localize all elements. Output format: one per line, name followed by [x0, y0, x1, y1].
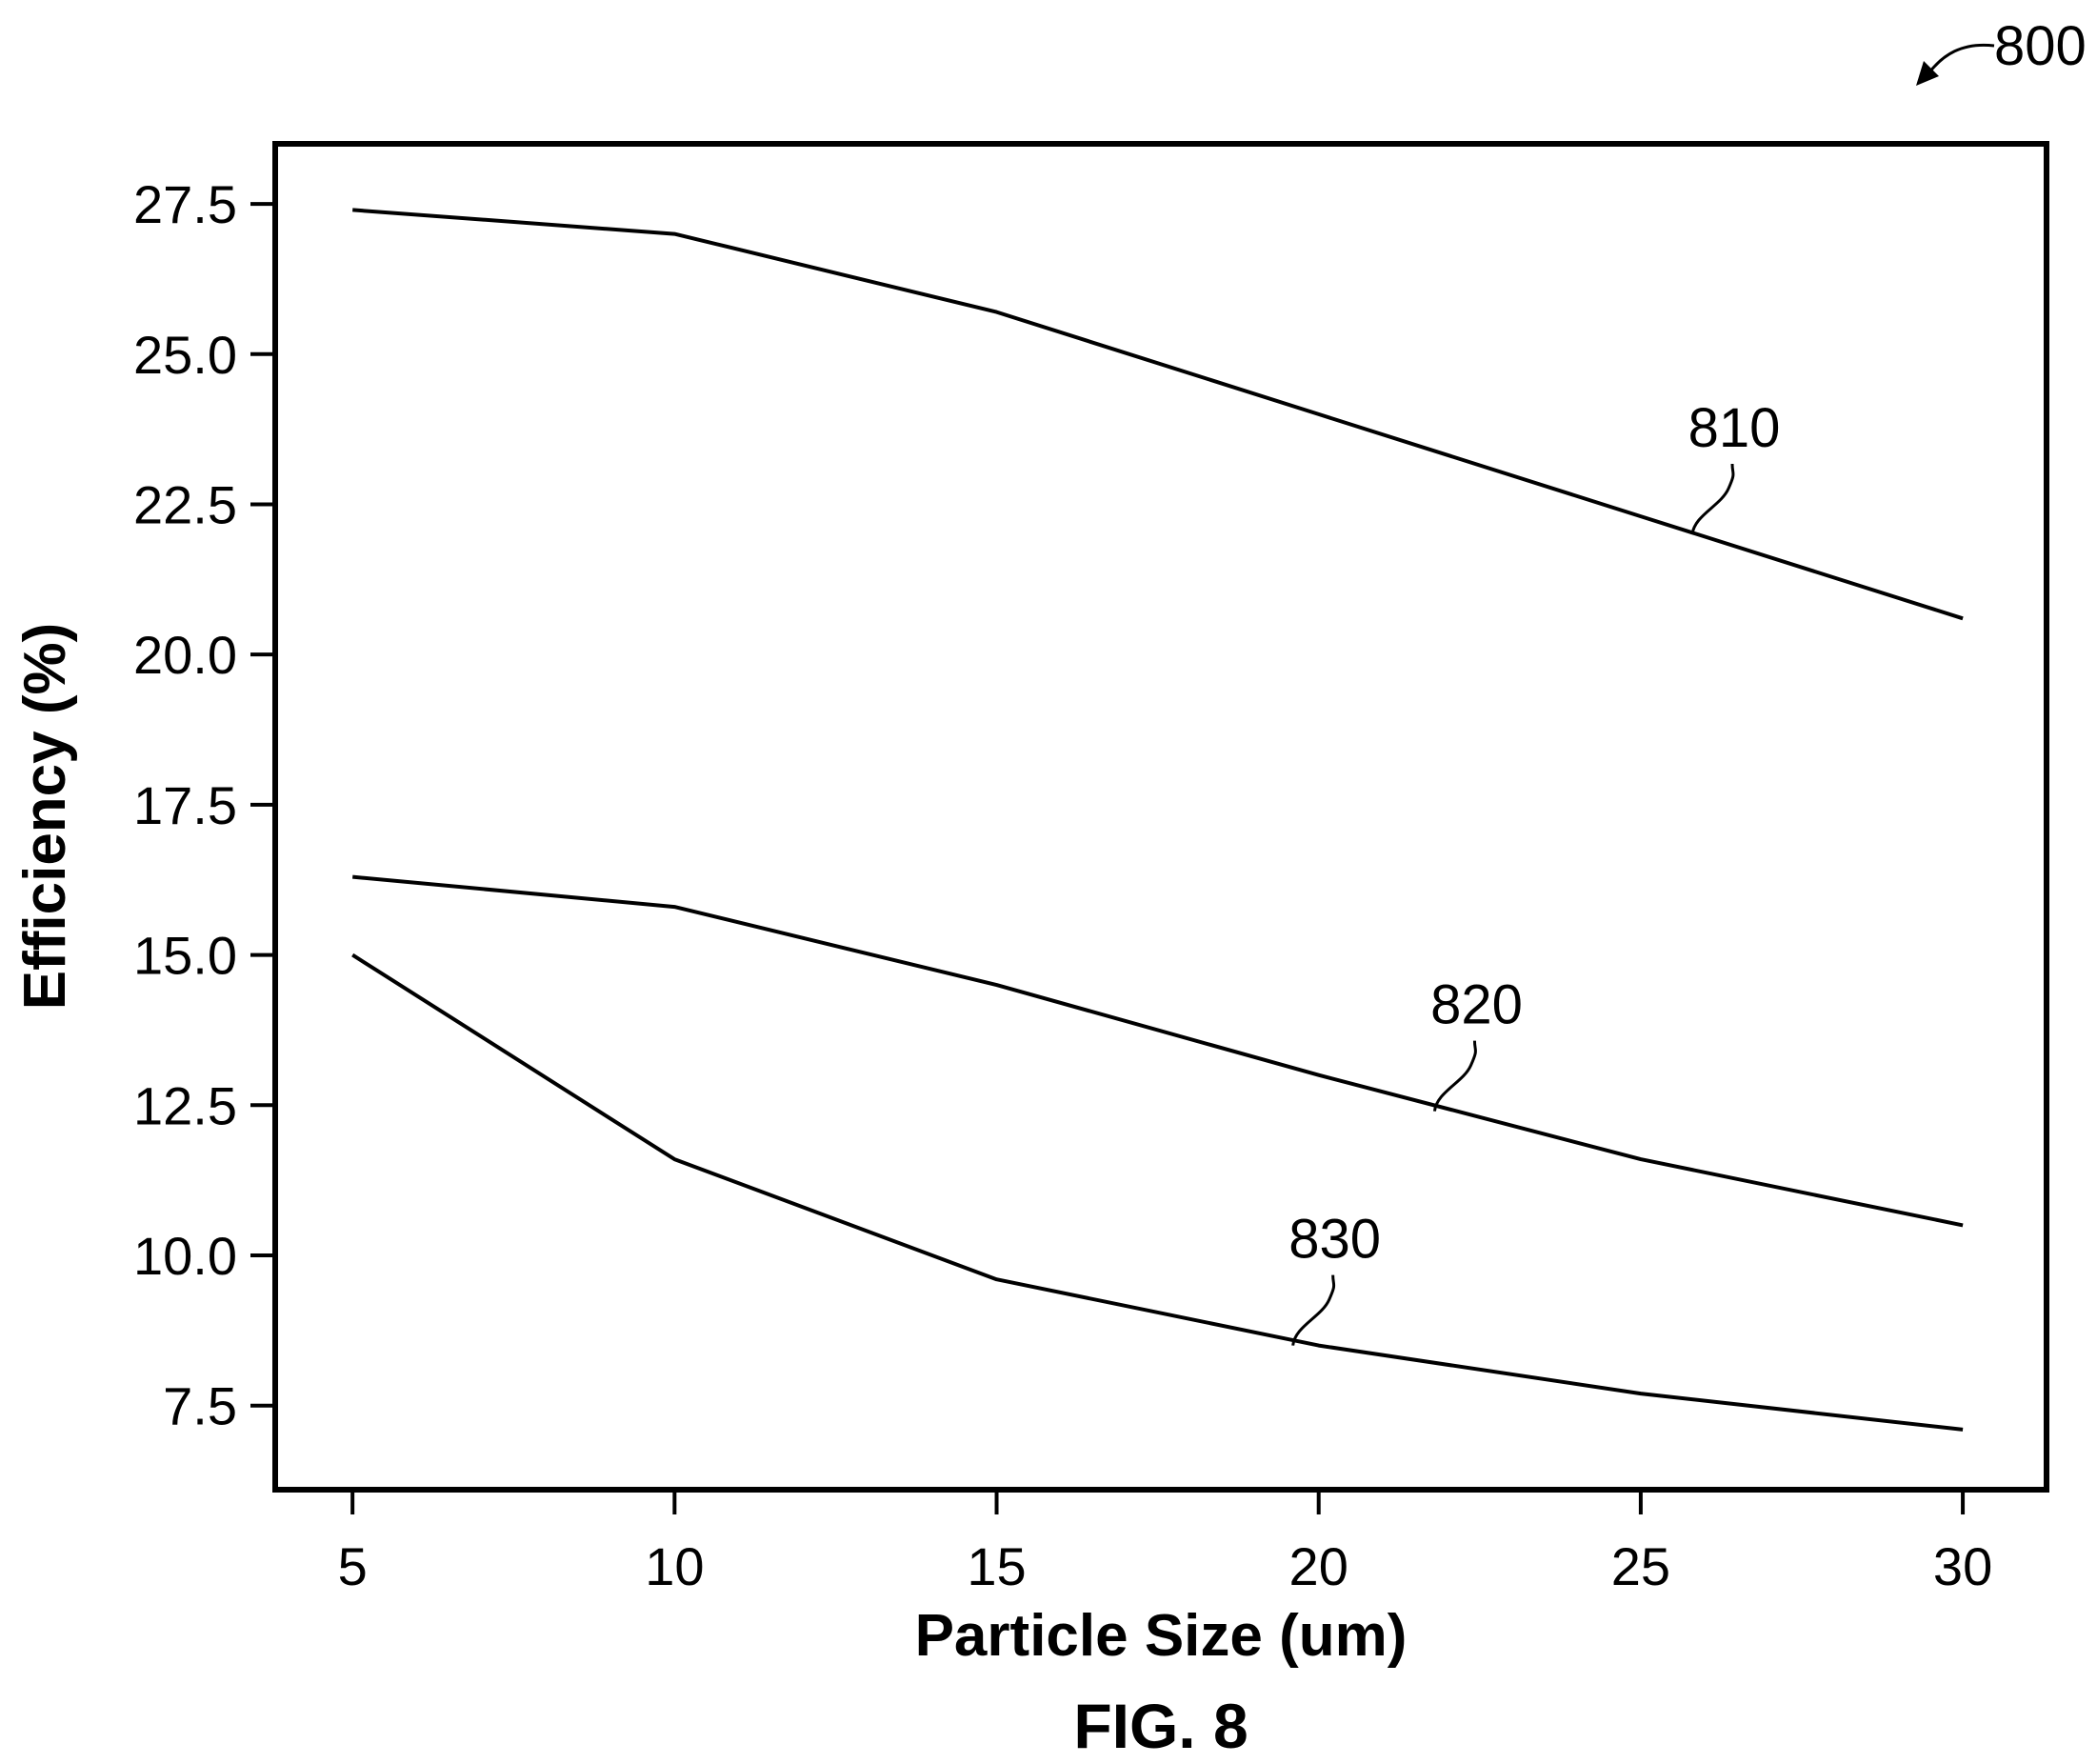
leader-line-830: [1291, 1274, 1336, 1346]
y-tick-label: 10.0: [133, 1226, 237, 1286]
x-tick-label: 10: [645, 1536, 704, 1596]
leader-line-810: [1690, 463, 1735, 535]
x-tick-label: 15: [967, 1536, 1026, 1596]
series-label-830: 830: [1288, 1209, 1381, 1271]
y-tick-label: 15.0: [133, 926, 237, 986]
plot-frame: [272, 141, 2049, 1493]
y-tick-label: 25.0: [133, 325, 237, 385]
x-tick-label: 30: [1933, 1536, 1992, 1596]
series-label-820: 820: [1430, 974, 1523, 1036]
y-tick-label: 17.5: [133, 775, 237, 835]
x-tick-label: 25: [1611, 1536, 1670, 1596]
y-tick-label: 20.0: [133, 625, 237, 685]
series-lines: [351, 208, 1964, 1432]
y-axis-title: Efficiency (%): [12, 623, 78, 1011]
x-axis-title: Particle Size (um): [915, 1603, 1408, 1669]
series-labels: 810 820 830: [1288, 397, 1780, 1346]
series-line-810: [352, 208, 1964, 621]
figure-caption: FIG. 8: [1073, 1691, 1248, 1761]
leader-line-820: [1432, 1040, 1477, 1112]
figure-ref-arrow-icon: [1927, 43, 1995, 73]
figure-ref-number: 800: [1994, 15, 2087, 77]
x-tick-label: 5: [338, 1536, 368, 1596]
figure-ref-arrowhead-icon: [1916, 61, 1939, 86]
y-tick-label: 27.5: [133, 174, 237, 234]
series-line-820: [352, 874, 1964, 1228]
x-axis: 5 10 15 20 25 30: [338, 1490, 1992, 1596]
y-tick-label: 22.5: [133, 474, 237, 534]
y-tick-label: 7.5: [163, 1376, 237, 1436]
y-axis: 7.5 10.0 12.5 15.0 17.5 20.0 22.5 25.0 27.5: [133, 174, 275, 1436]
x-tick-label: 20: [1289, 1536, 1348, 1596]
series-line-830: [351, 952, 1964, 1432]
series-label-810: 810: [1688, 397, 1781, 459]
figure-ref: 800: [1916, 15, 2087, 86]
y-tick-label: 12.5: [133, 1075, 237, 1135]
